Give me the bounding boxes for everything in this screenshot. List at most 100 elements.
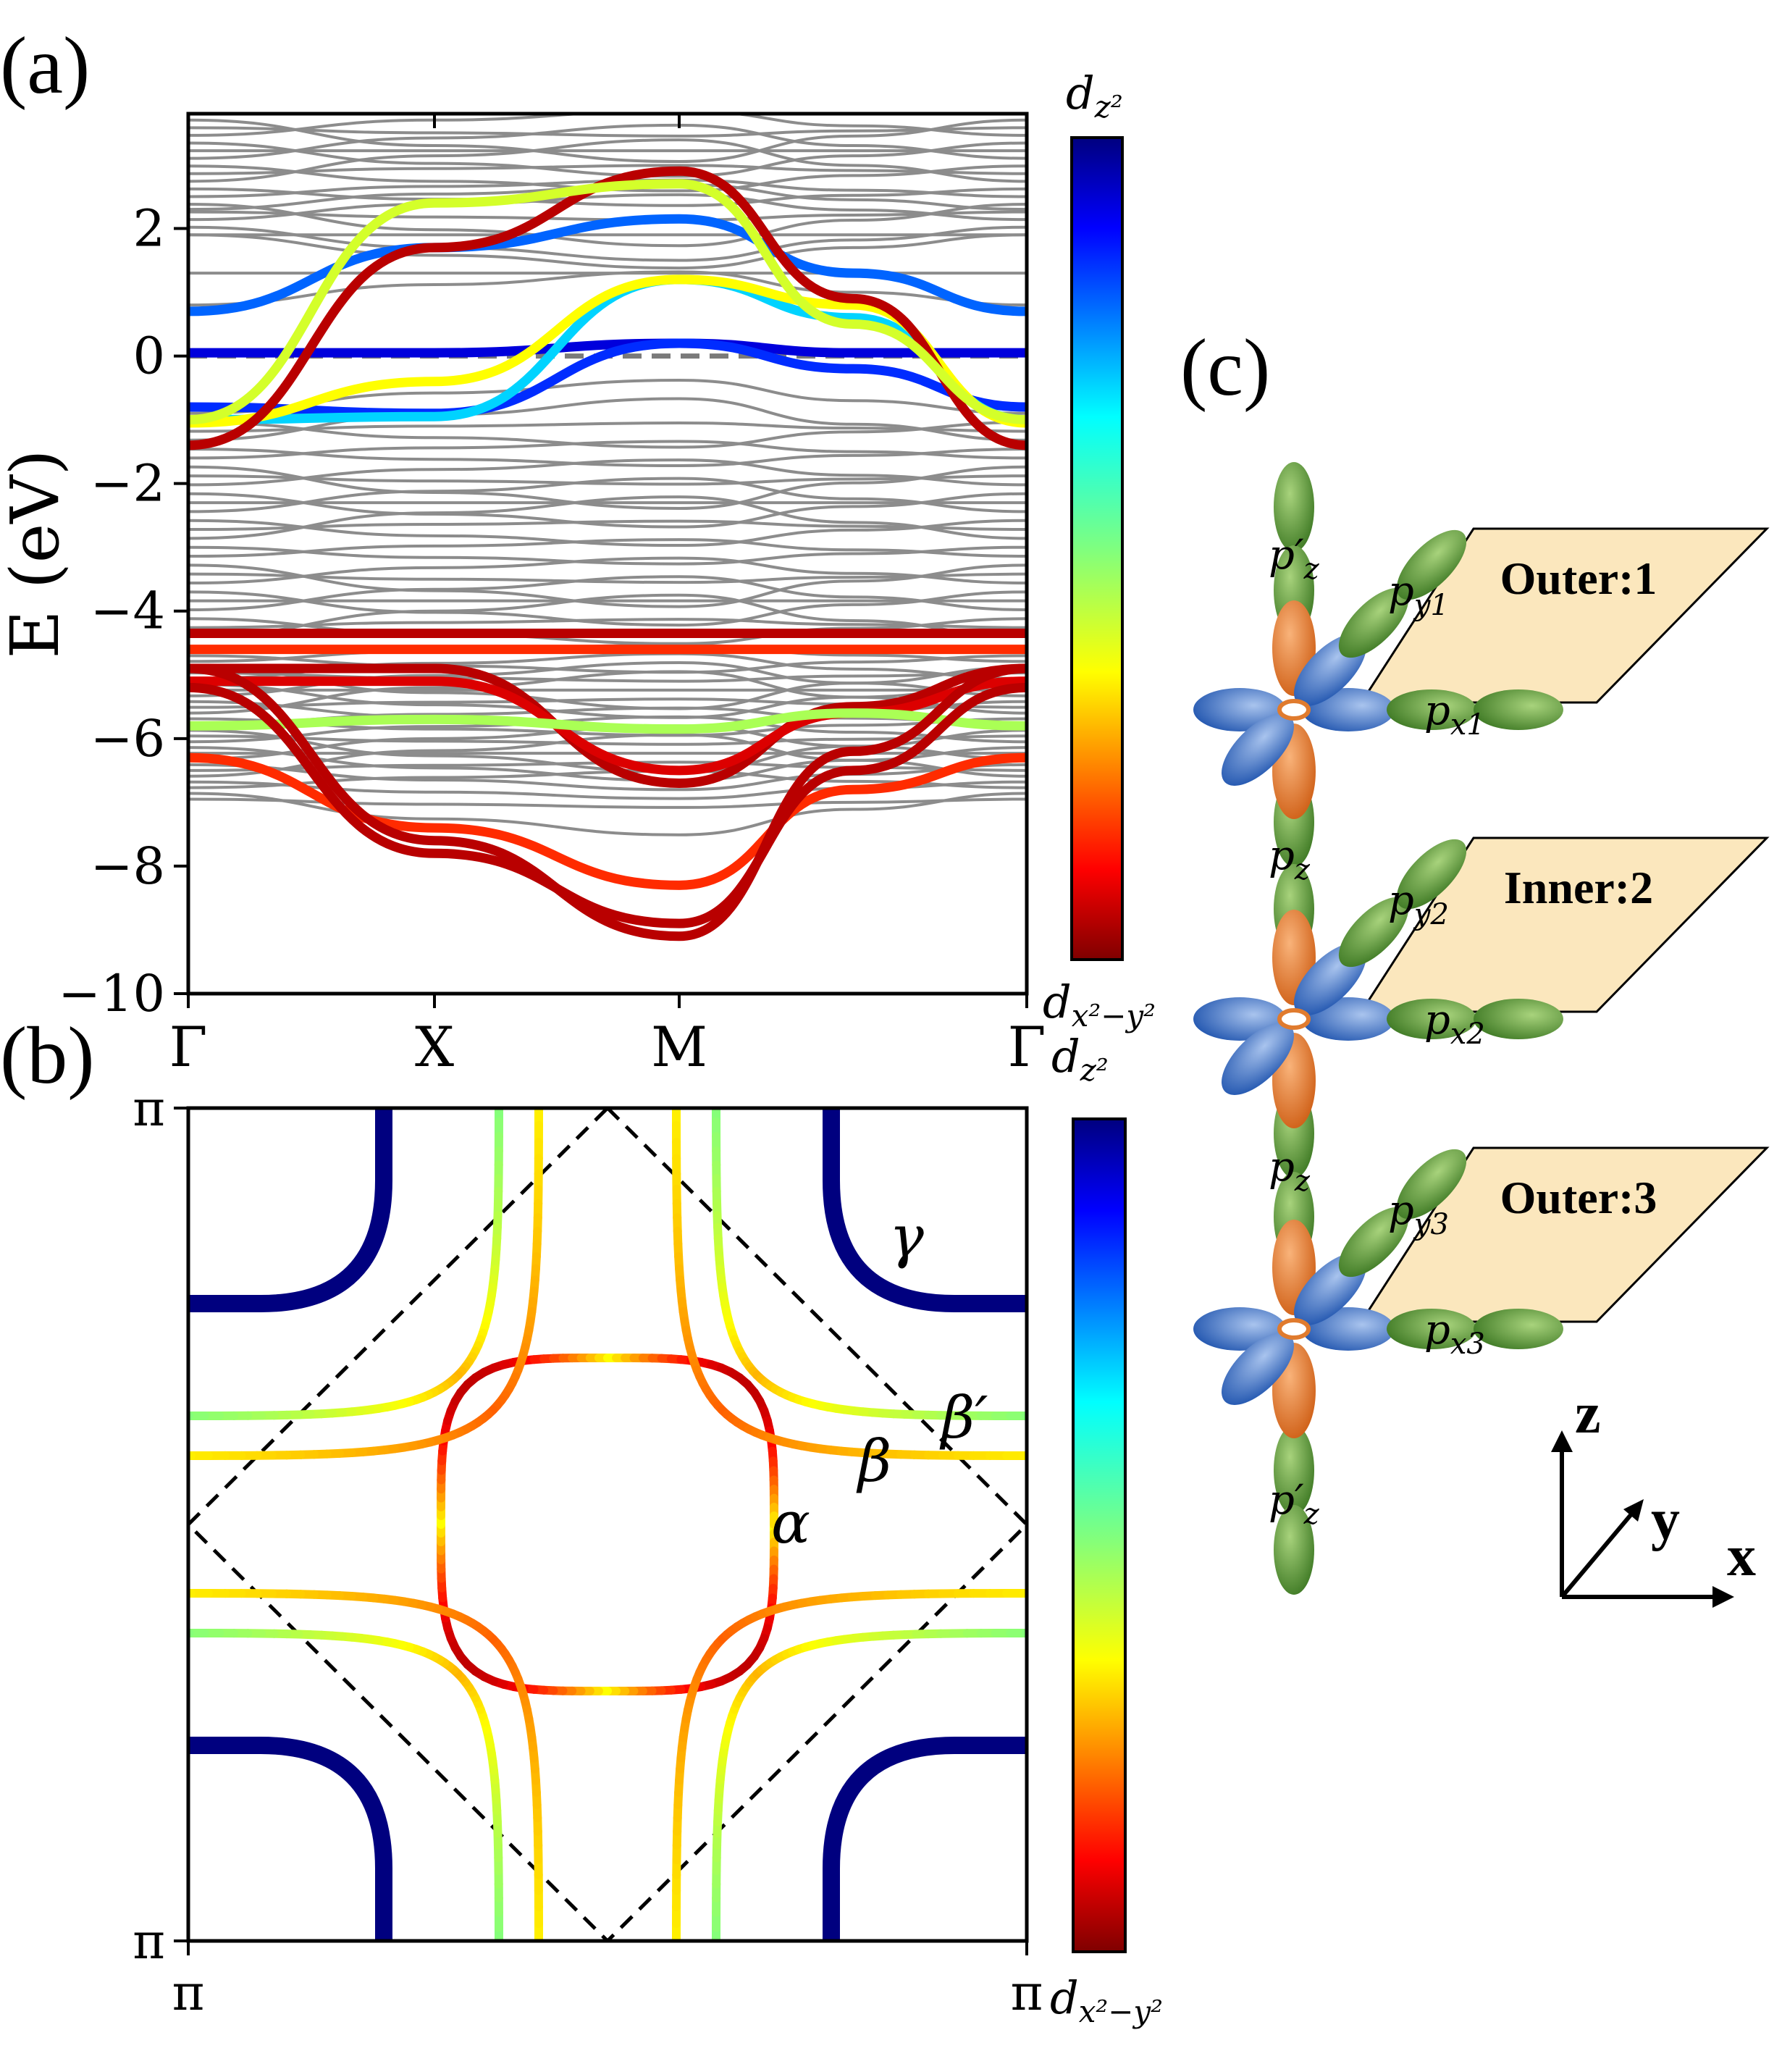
panel-b-label: (b) [0, 1011, 95, 1101]
background-band [188, 440, 1027, 460]
background-band [188, 618, 1027, 629]
pz-label-2: pz [1269, 1144, 1311, 1198]
background-band [188, 590, 1027, 627]
background-band [188, 593, 1027, 638]
background-band [188, 556, 1027, 584]
background-band [188, 164, 1027, 193]
axis-y-label: y [1651, 1488, 1680, 1552]
py-label: py3 [1388, 1187, 1449, 1241]
background-band [188, 421, 1027, 433]
y-axis-label: E (eV) [0, 449, 74, 658]
projected-band [188, 708, 1027, 734]
panel-c-label: (c) [1180, 323, 1270, 413]
colorbar-a: dz² dx²−y² [1043, 67, 1156, 1033]
y-tick-label: −2 [91, 454, 165, 513]
background-band [188, 225, 1027, 262]
colorbar-b-top-label: dz² [1051, 1030, 1109, 1088]
axis-x-label: x [1727, 1524, 1756, 1588]
px-label: px2 [1424, 997, 1485, 1051]
x-tick-label: X [415, 1015, 454, 1079]
fs-y-tick-label: π [133, 1081, 165, 1138]
background-band [188, 187, 1027, 207]
axis-b: πππ π [133, 1081, 1043, 2022]
colorbar-b-bottom-label: dx²−y² [1050, 1971, 1163, 2029]
orbital-diagram: p′zpzpzp′zpx1py1Outer:1px2py2Inner:2px3p… [1193, 462, 1770, 1608]
fs-x-tick-label: π [172, 1965, 205, 2022]
y-tick-label: −10 [58, 964, 165, 1023]
layer-name: Outer:3 [1500, 1172, 1657, 1223]
background-band [188, 671, 1027, 683]
px-label: px1 [1424, 687, 1485, 742]
colorbar-a-top-label: dz² [1066, 67, 1123, 125]
background-band [188, 164, 1027, 175]
fermi-surface-curves [188, 1108, 1027, 1941]
gamma-pocket [188, 1108, 392, 1312]
background-band [188, 519, 1027, 548]
layer-2: px2 py2 Inner:2 [1193, 828, 1770, 1128]
background-band [188, 474, 1027, 486]
background-band [188, 563, 1027, 608]
background-band [188, 760, 1027, 772]
fs-x-tick-label: π [1011, 1965, 1043, 2022]
layer-name: Outer:1 [1500, 553, 1657, 604]
pocket-label-gamma: γ [889, 1203, 924, 1270]
background-band [188, 118, 1027, 164]
background-band [188, 715, 1027, 744]
band-structure-plot: −10 −8 −6 −4 −2 0 2 Γ X M Γ E (eV) [0, 112, 1046, 1079]
x-tick-label: M [651, 1015, 707, 1079]
background-band [188, 733, 1027, 778]
gamma-pocket [823, 1737, 1027, 1941]
colorbar-a-bottom-label: dx²−y² [1043, 976, 1156, 1033]
px-label: px3 [1424, 1306, 1485, 1361]
y-tick-label: 2 [133, 198, 165, 258]
panel-a-label: (a) [0, 21, 90, 111]
background-band [188, 465, 1027, 510]
pocket-label-beta-prime: β′ [939, 1384, 988, 1451]
background-band [188, 193, 1027, 222]
projected-band [188, 676, 1027, 776]
projected-band [188, 663, 1027, 941]
pocket-labels: α β β′ γ [771, 1203, 988, 1556]
projected-band [188, 663, 1027, 788]
pocket-label-beta: β [856, 1427, 891, 1495]
background-band [188, 458, 1027, 487]
pz-prime-label-top: p′z [1269, 532, 1320, 586]
background-band [188, 138, 1027, 183]
x-tick-label: Γ [169, 1015, 208, 1079]
background-band [188, 538, 1027, 558]
background-band [188, 233, 1027, 270]
background-band [188, 114, 1027, 137]
projected-bands [188, 166, 1027, 941]
plot-frame-b [186, 1106, 1029, 1943]
background-band [188, 763, 1027, 792]
axis-a: −10 −8 −6 −4 −2 0 2 Γ X M Γ [58, 114, 1046, 1079]
background-band [188, 545, 1027, 566]
y-tick-label: −8 [91, 836, 165, 896]
brillouin-zone-boundary [188, 1108, 1027, 1941]
background-band [188, 123, 1027, 160]
x-tick-label: Γ [1008, 1015, 1046, 1079]
py-label: py2 [1388, 877, 1449, 931]
projected-band [188, 338, 1027, 419]
y-tick-label: −4 [91, 582, 165, 641]
background-band [188, 126, 1027, 138]
colorbar-b: dz² dx²−y² [1050, 1030, 1163, 2029]
y-tick-label: 0 [133, 327, 165, 386]
background-band [188, 477, 1027, 513]
layer-3: px3 py3 Outer:3 [1193, 1138, 1770, 1438]
projected-band [188, 179, 1027, 425]
background-band [188, 270, 1027, 307]
axis-z-label: z [1575, 1382, 1601, 1446]
background-band [188, 575, 1027, 611]
pocket-label-alpha: α [771, 1489, 810, 1556]
coordinate-axes: zyx [1551, 1382, 1756, 1608]
background-band [188, 572, 1027, 584]
layer-1: px1 py1 Outer:1 [1193, 519, 1770, 819]
plot-frame-a [186, 112, 1029, 996]
py-label: py1 [1388, 568, 1449, 622]
gamma-pocket [188, 1737, 392, 1941]
projected-band [188, 682, 1027, 928]
pz-label-1: pz [1269, 832, 1311, 886]
y-tick-label: −6 [91, 709, 165, 768]
